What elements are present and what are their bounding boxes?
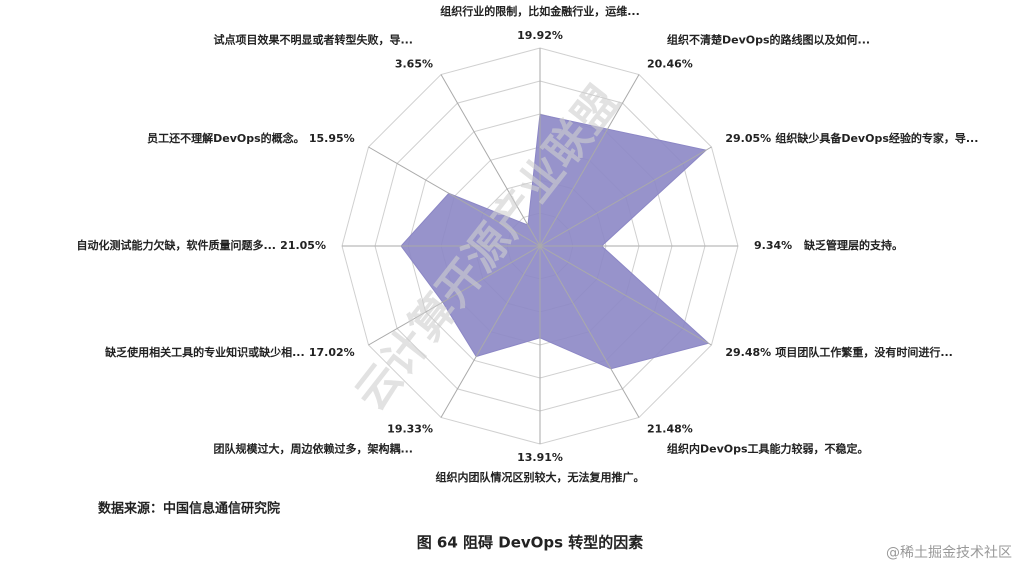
value-label: 15.95% xyxy=(309,132,355,145)
source: 数据来源：中国信息通信研究院 xyxy=(98,501,280,517)
spoke xyxy=(539,245,712,346)
value-label: 3.65% xyxy=(395,58,433,71)
category-label: 组织不清楚DevOps的路线图以及如何... xyxy=(667,33,870,47)
value-label: 17.02% xyxy=(309,346,355,359)
value-label: 20.46% xyxy=(647,58,693,71)
category-label: 自动化测试能力欠缺，软件质量问题多... xyxy=(76,238,276,252)
caption: 图 64 阻碍 DevOps 转型的因素 xyxy=(417,534,644,552)
spoke xyxy=(368,245,541,346)
category-label: 组织行业的限制，比如金融行业，运维... xyxy=(440,4,640,18)
spoke xyxy=(440,245,541,418)
category-label: 项目团队工作繁重，没有时间进行... xyxy=(775,345,953,359)
category-label: 组织内DevOps工具能力较弱，不稳定。 xyxy=(667,441,869,455)
value-label: 29.48% xyxy=(725,346,771,359)
value-label: 9.34% xyxy=(754,239,792,252)
category-label: 团队规模过大，周边依赖过多，架构耦... xyxy=(213,441,413,455)
category-label: 试点项目效果不明显或者转型失败，导... xyxy=(213,33,413,47)
value-label: 19.33% xyxy=(387,422,433,435)
value-label: 29.05% xyxy=(725,132,771,145)
category-label: 缺乏使用相关工具的专业知识或缺少相... xyxy=(104,345,305,359)
footer: @稀土掘金技术社区 xyxy=(886,545,1012,561)
spoke xyxy=(368,146,541,247)
value-label: 19.92% xyxy=(517,29,563,42)
spoke xyxy=(539,74,640,247)
category-label: 员工还不理解DevOps的概念。 xyxy=(147,131,305,145)
category-label: 缺乏管理层的支持。 xyxy=(803,238,903,252)
value-label: 21.48% xyxy=(647,422,693,435)
spoke xyxy=(539,245,640,418)
category-label: 组织内团队情况区别较大，无法复用推广。 xyxy=(436,470,645,484)
value-label: 21.05% xyxy=(280,239,326,252)
spoke xyxy=(539,146,712,247)
value-label: 13.91% xyxy=(517,451,563,464)
category-label: 组织缺少具备DevOps经验的专家，导... xyxy=(775,131,978,145)
spoke xyxy=(440,74,541,247)
